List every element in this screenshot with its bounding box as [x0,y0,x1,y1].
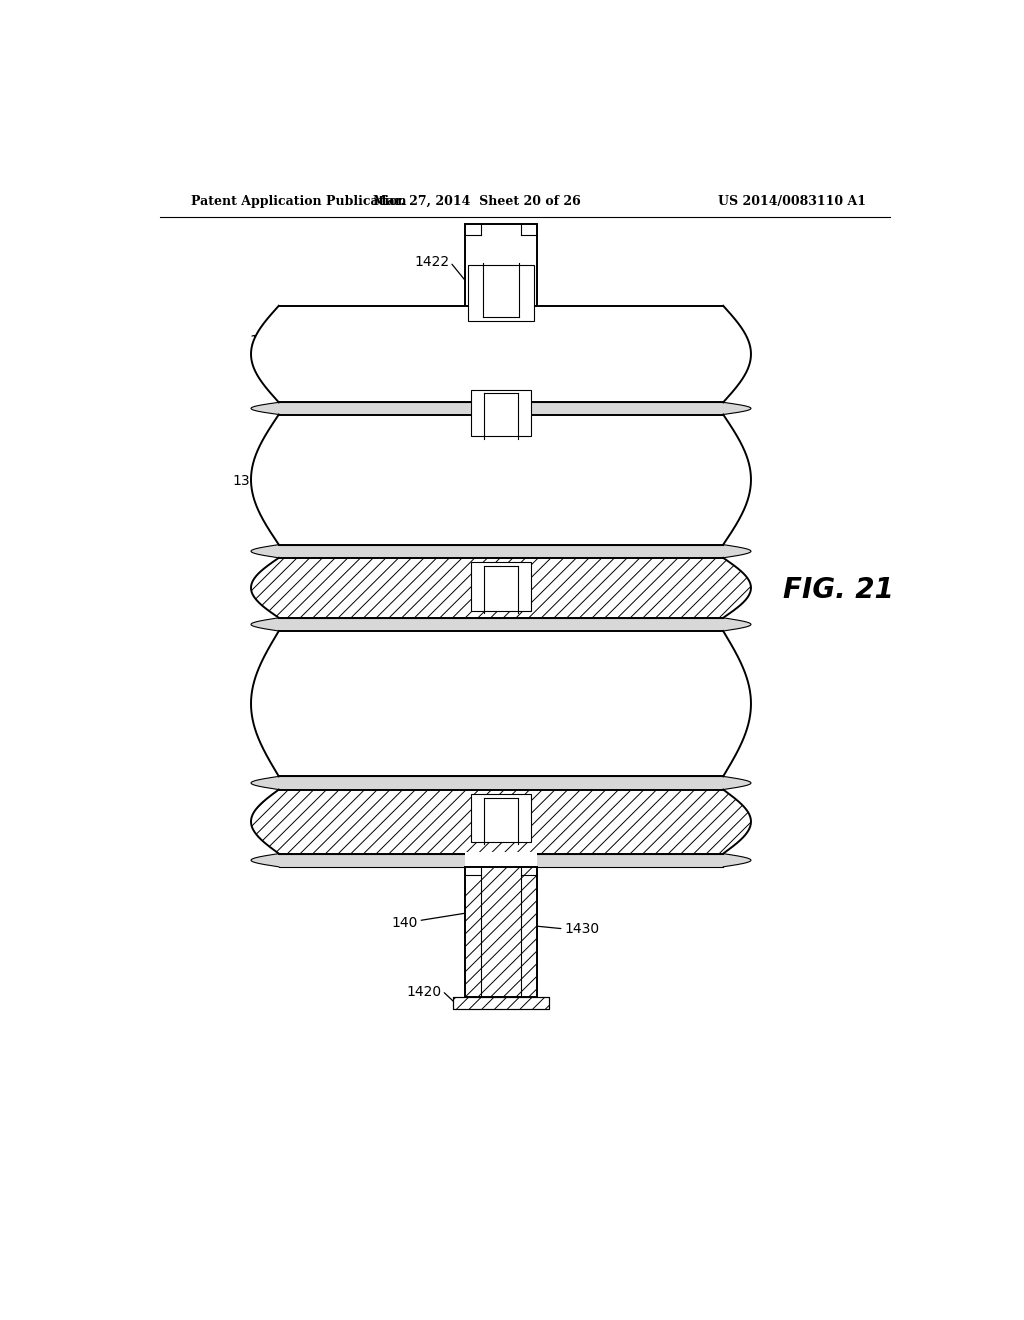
Bar [454,997,549,1008]
Bar [471,793,531,842]
Bar [465,867,537,997]
Text: 130: 130 [250,334,276,348]
Text: 1420: 1420 [407,985,441,999]
Polygon shape [251,618,751,631]
Text: US 2014/0083110 A1: US 2014/0083110 A1 [718,194,866,207]
Bar [465,301,537,312]
Bar [465,851,537,869]
Bar [454,997,549,1008]
Bar [465,867,537,997]
Text: 130: 130 [232,474,259,487]
Text: 140: 140 [391,916,418,929]
Text: Mar. 27, 2014  Sheet 20 of 26: Mar. 27, 2014 Sheet 20 of 26 [374,194,581,207]
Polygon shape [251,558,751,618]
Bar [468,265,535,321]
Text: 1430: 1430 [564,921,600,936]
Polygon shape [251,306,751,403]
Text: 1432: 1432 [398,487,433,500]
Polygon shape [251,545,751,558]
Text: Patent Application Publication: Patent Application Publication [191,194,407,207]
Polygon shape [251,854,751,867]
Bar [465,224,537,306]
Bar [465,867,537,997]
Bar [471,562,531,611]
Polygon shape [251,631,751,776]
Polygon shape [251,776,751,789]
Text: 1422: 1422 [415,255,450,269]
Polygon shape [251,789,751,854]
Text: 130: 130 [261,812,288,826]
Text: FIG. 21: FIG. 21 [783,577,894,605]
Polygon shape [251,403,751,414]
Bar [454,997,549,1008]
Polygon shape [251,414,751,545]
Bar [471,389,531,437]
